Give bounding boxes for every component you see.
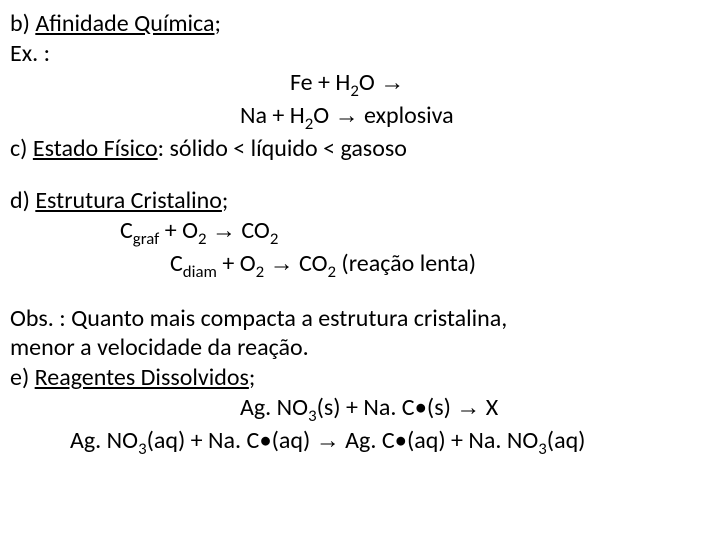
- obs-line2: menor a velocidade da reação.: [10, 334, 710, 362]
- heading-underlined: Afinidade Química: [35, 9, 214, 38]
- suffix: ;: [222, 186, 228, 215]
- result-explosiva: explosiva: [359, 101, 454, 130]
- product-co2: CO2: [236, 216, 278, 245]
- bullet-icon: ●: [415, 397, 427, 419]
- arrow-icon: →: [270, 250, 294, 277]
- note-lenta: (reação lenta): [336, 249, 476, 278]
- result-x: X: [480, 393, 498, 422]
- section-c-heading: c) Estado Físico: sólido < líquido < gas…: [10, 135, 710, 163]
- plus-h2o: + H2O: [313, 68, 381, 97]
- suffix: : sólido < líquido < gasoso: [158, 134, 407, 163]
- bullet-icon: ●: [395, 430, 407, 452]
- suffix: ;: [249, 363, 255, 392]
- arrow-icon: →: [212, 217, 236, 244]
- section-b-example-label: Ex. :: [10, 40, 710, 68]
- product-co2: CO2: [294, 249, 336, 278]
- plus-o2: + O2: [217, 249, 270, 278]
- plus-h2o: + H2O: [267, 101, 335, 130]
- reagent-fe: Fe: [290, 68, 313, 97]
- section-b-line2: Na + H2O → explosiva: [10, 102, 710, 133]
- arrow-icon: →: [335, 102, 359, 129]
- reagent-na: Na: [240, 101, 267, 130]
- heading-underlined: Estrutura Cristalino: [35, 186, 222, 215]
- obs-line1: Obs. : Quanto mais compacta a estrutura …: [10, 305, 710, 333]
- section-d-heading: d) Estrutura Cristalino;: [10, 187, 710, 215]
- prefix: d): [10, 186, 35, 215]
- agno3-s: Ag. NO3(s) + Na. C: [240, 393, 415, 422]
- nano3-aq: (aq) + Na. NO3(aq): [407, 426, 586, 455]
- section-b-line1: Fe + H2O →: [10, 69, 710, 100]
- arrow-icon: →: [380, 69, 404, 96]
- section-b-heading: b) Afinidade Química;: [10, 10, 710, 38]
- plus-o2: + O2: [159, 216, 212, 245]
- nacl-aq: (aq): [272, 426, 316, 455]
- prefix: e): [10, 363, 35, 392]
- heading-underlined: Reagentes Dissolvidos: [35, 363, 249, 392]
- heading-underlined: Estado Físico: [33, 134, 158, 163]
- arrow-icon: →: [456, 394, 480, 421]
- nacl-s: (s): [427, 393, 456, 422]
- suffix: ;: [215, 9, 221, 38]
- section-e-reaction2: Ag. NO3(aq) + Na. C●(aq) → Ag. C●(aq) + …: [10, 427, 710, 458]
- prefix: b): [10, 9, 35, 38]
- cgraf: Cgraf: [120, 216, 159, 245]
- agcl-aq: Ag. C: [340, 426, 395, 455]
- section-e-reaction1: Ag. NO3(s) + Na. C●(s) → X: [10, 394, 710, 425]
- section-d-line2: Cdiam + O2 → CO2 (reação lenta): [10, 250, 710, 281]
- prefix: c): [10, 134, 33, 163]
- section-d-line1: Cgraf + O2 → CO2: [10, 217, 710, 248]
- agno3-aq: Ag. NO3(aq) + Na. C: [70, 426, 259, 455]
- bullet-icon: ●: [259, 430, 271, 452]
- cdiam: Cdiam: [170, 249, 217, 278]
- section-e-heading: e) Reagentes Dissolvidos;: [10, 364, 710, 392]
- arrow-icon: →: [316, 427, 340, 454]
